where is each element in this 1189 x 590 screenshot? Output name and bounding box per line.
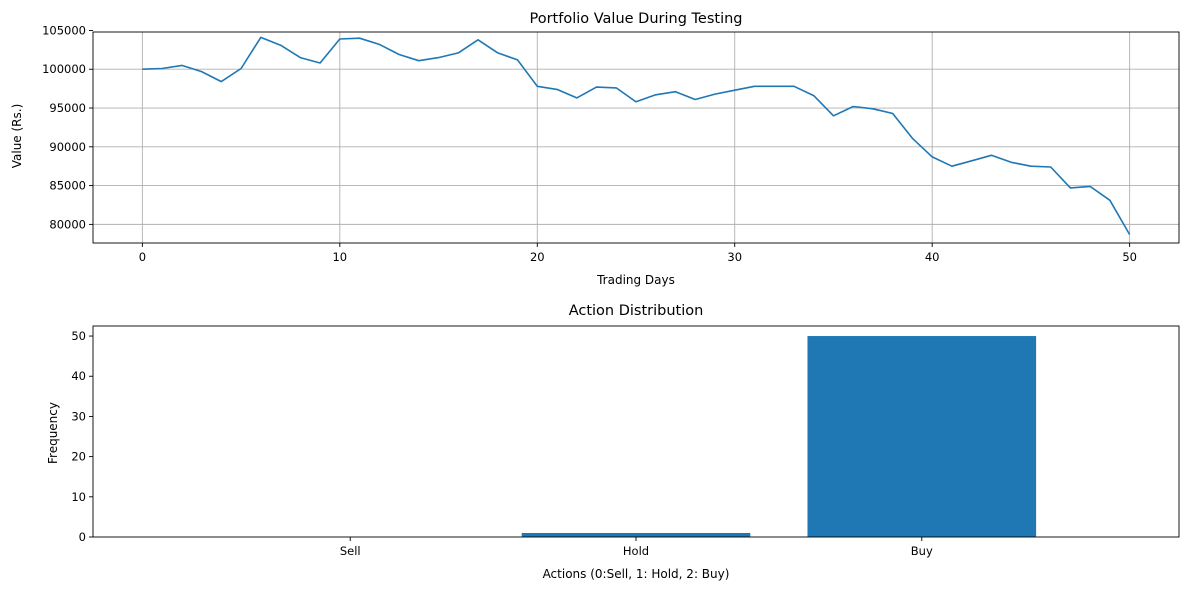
bar-chart-y-ticks: 0 10 20 30 40 50 <box>71 329 93 544</box>
line-chart-x-axis-label: Trading Days <box>596 273 675 287</box>
line-chart-y-ticks: 80000 85000 90000 95000 100000 105000 <box>42 23 93 231</box>
bar-buy <box>807 336 1037 537</box>
line-chart-x-tick-label: 10 <box>332 250 347 264</box>
line-chart-x-ticks: 0 10 20 30 40 50 <box>139 243 1137 264</box>
line-chart-frame <box>92 31 1180 244</box>
bar-chart-panel: Sell Hold Buy 0 10 20 30 40 50 Action Distribut… <box>46 303 1180 581</box>
line-chart-y-tick-label: 85000 <box>49 179 86 193</box>
line-chart-x-tick-label: 0 <box>139 250 146 264</box>
line-chart-panel: 0 10 20 30 40 50 80000 85000 90000 95000 100000 10… <box>10 11 1180 287</box>
line-chart-y-tick-label: 100000 <box>42 62 86 76</box>
line-chart-y-tick-label: 90000 <box>49 140 86 154</box>
bar-chart-y-tick-label: 50 <box>71 329 86 343</box>
bar-chart-y-tick-label: 20 <box>71 450 86 464</box>
line-chart-x-tick-label: 30 <box>727 250 742 264</box>
bar-chart-x-tick-label: Hold <box>623 544 649 558</box>
line-chart-plot <box>142 36 1131 235</box>
line-chart-grid <box>93 32 1179 243</box>
bar-chart-y-tick-label: 10 <box>71 490 86 504</box>
line-chart-title: Portfolio Value During Testing <box>529 11 742 27</box>
line-chart-x-tick-label: 40 <box>925 250 940 264</box>
bar-chart-y-tick-label: 0 <box>79 530 86 544</box>
bar-chart-title: Action Distribution <box>569 303 704 319</box>
line-chart-x-tick-label: 20 <box>530 250 545 264</box>
bar-chart-y-axis-label: Frequency <box>46 402 60 464</box>
bar-chart-x-axis-label: Actions (0:Sell, 1: Hold, 2: Buy) <box>543 567 730 581</box>
line-chart-y-axis-label: Value (Rs.) <box>10 104 24 169</box>
line-chart-series-line <box>142 36 1131 235</box>
bar-chart-x-ticks: Sell Hold Buy <box>340 537 933 558</box>
bar-chart-x-tick-label: Sell <box>340 544 361 558</box>
bar-chart-plot <box>521 336 1037 537</box>
bar-hold <box>521 532 751 537</box>
line-chart-y-tick-label: 95000 <box>49 101 86 115</box>
line-chart-y-tick-label: 105000 <box>42 23 86 37</box>
line-chart-y-tick-label: 80000 <box>49 217 86 231</box>
bar-chart-x-tick-label: Buy <box>911 544 933 558</box>
bar-chart-y-tick-label: 30 <box>71 409 86 423</box>
line-chart-x-tick-label: 50 <box>1122 250 1137 264</box>
bar-chart-y-tick-label: 40 <box>71 369 86 383</box>
